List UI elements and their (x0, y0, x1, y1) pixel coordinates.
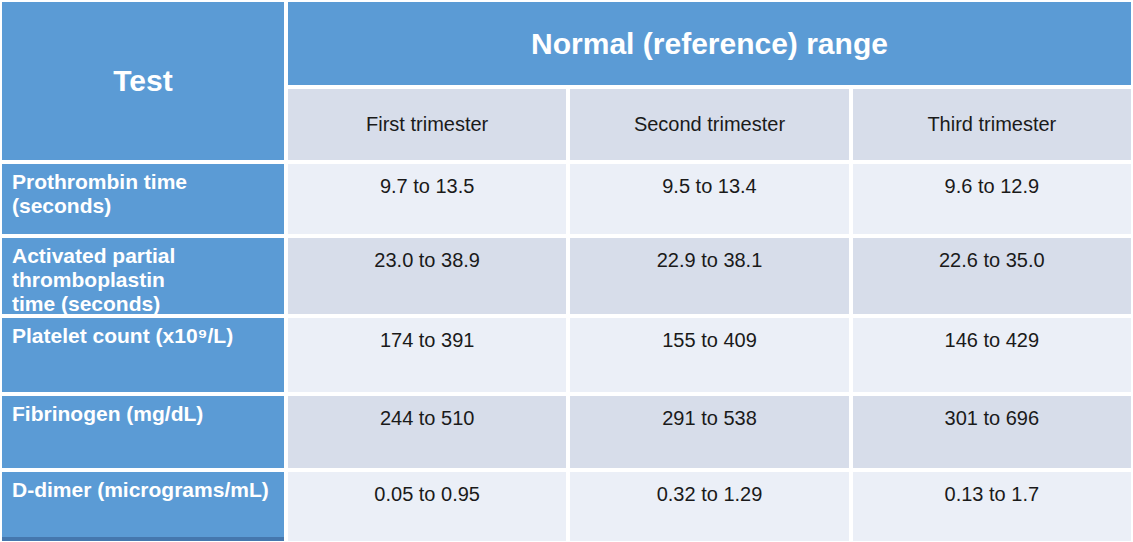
data-cell: 301 to 696 (853, 396, 1131, 468)
row-header-platelet-count: Platelet count (x10⁹/L) (2, 318, 284, 392)
row-header-prothrombin-time: Prothrombin time (seconds) (2, 164, 284, 234)
data-cell: 0.13 to 1.7 (853, 472, 1131, 541)
slide-canvas: Test Normal (reference) range First trim… (0, 0, 1133, 542)
data-cell: 9.7 to 13.5 (288, 164, 566, 234)
data-cell: 22.9 to 38.1 (570, 238, 848, 314)
group-header-normal-range: Normal (reference) range (288, 2, 1131, 85)
data-cell: 155 to 409 (570, 318, 848, 392)
data-cell: 0.32 to 1.29 (570, 472, 848, 541)
row-header-d-dimer: D-dimer (micrograms/mL) (2, 472, 284, 541)
data-cell: 291 to 538 (570, 396, 848, 468)
row-header-fibrinogen: Fibrinogen (mg/dL) (2, 396, 284, 468)
data-cell: 22.6 to 35.0 (853, 238, 1131, 314)
row-header-aptt: Activated partial thromboplastin time (s… (2, 238, 284, 314)
column-header-first-trimester: First trimester (288, 89, 566, 160)
column-header-second-trimester: Second trimester (570, 89, 848, 160)
column-header-third-trimester: Third trimester (853, 89, 1131, 160)
data-cell: 9.5 to 13.4 (570, 164, 848, 234)
corner-header-test: Test (2, 2, 284, 160)
data-cell: 174 to 391 (288, 318, 566, 392)
data-cell: 23.0 to 38.9 (288, 238, 566, 314)
data-cell: 244 to 510 (288, 396, 566, 468)
data-cell: 9.6 to 12.9 (853, 164, 1131, 234)
data-cell: 0.05 to 0.95 (288, 472, 566, 541)
reference-range-table: Test Normal (reference) range First trim… (2, 2, 1131, 541)
data-cell: 146 to 429 (853, 318, 1131, 392)
